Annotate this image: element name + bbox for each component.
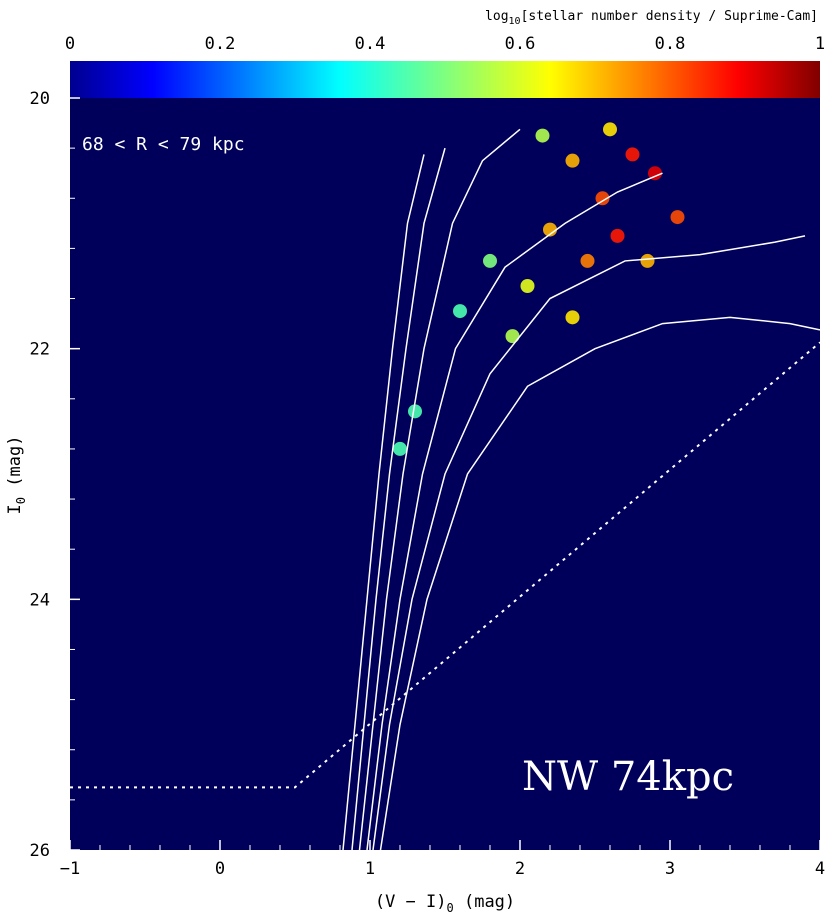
y-axis-ticks: 20 22 24 26 — [30, 89, 80, 861]
density-clump — [603, 122, 617, 137]
y-tick-label: 26 — [30, 841, 50, 861]
density-clump — [535, 128, 550, 143]
density-clump — [670, 210, 685, 225]
density-clump — [393, 441, 407, 456]
colorbar-title: log10[stellar number density / Suprime-C… — [485, 9, 818, 27]
colorbar-tick-label: 0.6 — [505, 34, 536, 54]
x-axis-title: (V − I)0 (mag) — [375, 892, 515, 915]
density-clump — [595, 191, 610, 206]
x-tick-label: 2 — [515, 859, 525, 879]
field-label: NW 74kpc — [522, 754, 734, 800]
density-clump — [453, 304, 467, 319]
density-clump — [625, 147, 640, 162]
y-axis-title: I0 (mag) — [5, 436, 28, 515]
x-axis-ticks: −1 0 1 2 3 4 — [60, 840, 825, 879]
colorbar-tick-labels: 0 0.2 0.4 0.6 0.8 1 — [65, 34, 825, 54]
isochrone-curves — [342, 128, 820, 850]
colorbar: log10[stellar number density / Suprime-C… — [65, 9, 825, 98]
isochrone-curve — [379, 316, 820, 850]
density-clump — [483, 253, 497, 268]
colorbar-tick-label: 0.8 — [655, 34, 686, 54]
density-clump — [543, 222, 557, 237]
density-clump — [565, 153, 580, 168]
x-tick-label: 4 — [815, 859, 825, 879]
y-tick-label: 20 — [30, 89, 50, 109]
isochrone-curve — [342, 154, 425, 850]
isochrone-curve — [351, 147, 446, 850]
isochrone-curve — [372, 235, 806, 850]
density-clump — [505, 329, 520, 344]
density-clump — [610, 228, 625, 243]
completeness-limit-line — [70, 341, 820, 789]
x-tick-label: 3 — [665, 859, 675, 879]
density-clump — [408, 404, 422, 419]
density-clump — [520, 279, 535, 293]
colorbar-tick-label: 0 — [65, 34, 75, 54]
colorbar-tick-label: 1 — [815, 34, 825, 54]
density-clumps — [393, 122, 685, 456]
colorbar-tick-label: 0.4 — [355, 34, 386, 54]
isochrone-curve — [366, 172, 663, 850]
x-tick-label: 0 — [215, 859, 225, 879]
plot-content — [70, 122, 820, 850]
y-tick-label: 22 — [30, 340, 50, 360]
density-clump — [580, 253, 595, 268]
y-tick-label: 24 — [30, 590, 50, 610]
density-clump — [565, 310, 580, 325]
colorbar-tick-label: 0.2 — [205, 34, 236, 54]
density-clump — [648, 166, 662, 181]
x-tick-label: 1 — [365, 859, 375, 879]
x-tick-label: −1 — [60, 859, 80, 879]
isochrone-curve — [358, 128, 521, 850]
colorbar-gradient — [70, 61, 820, 98]
panel-radius-label: 68 < R < 79 kpc — [82, 134, 245, 155]
density-clump — [640, 253, 655, 268]
